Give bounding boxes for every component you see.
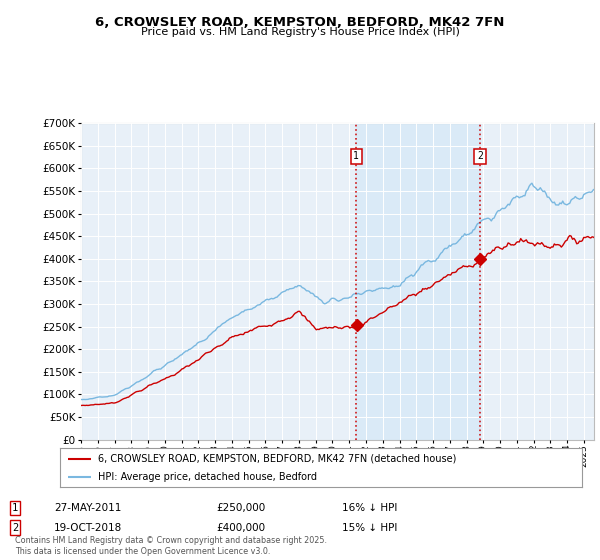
- Bar: [356, 123, 480, 440]
- Text: 1: 1: [353, 151, 359, 161]
- Text: 2: 2: [477, 151, 483, 161]
- Text: 6, CROWSLEY ROAD, KEMPSTON, BEDFORD, MK42 7FN: 6, CROWSLEY ROAD, KEMPSTON, BEDFORD, MK4…: [95, 16, 505, 29]
- Text: 1: 1: [12, 503, 18, 513]
- Text: 16% ↓ HPI: 16% ↓ HPI: [342, 503, 397, 513]
- Text: Contains HM Land Registry data © Crown copyright and database right 2025.
This d: Contains HM Land Registry data © Crown c…: [15, 536, 327, 556]
- Text: 6, CROWSLEY ROAD, KEMPSTON, BEDFORD, MK42 7FN (detached house): 6, CROWSLEY ROAD, KEMPSTON, BEDFORD, MK4…: [98, 454, 456, 464]
- Text: £250,000: £250,000: [216, 503, 265, 513]
- Text: Price paid vs. HM Land Registry's House Price Index (HPI): Price paid vs. HM Land Registry's House …: [140, 27, 460, 37]
- Text: 27-MAY-2011: 27-MAY-2011: [54, 503, 121, 513]
- Text: £400,000: £400,000: [216, 522, 265, 533]
- Text: 19-OCT-2018: 19-OCT-2018: [54, 522, 122, 533]
- Text: 15% ↓ HPI: 15% ↓ HPI: [342, 522, 397, 533]
- Text: HPI: Average price, detached house, Bedford: HPI: Average price, detached house, Bedf…: [98, 473, 317, 482]
- Text: 2: 2: [12, 522, 18, 533]
